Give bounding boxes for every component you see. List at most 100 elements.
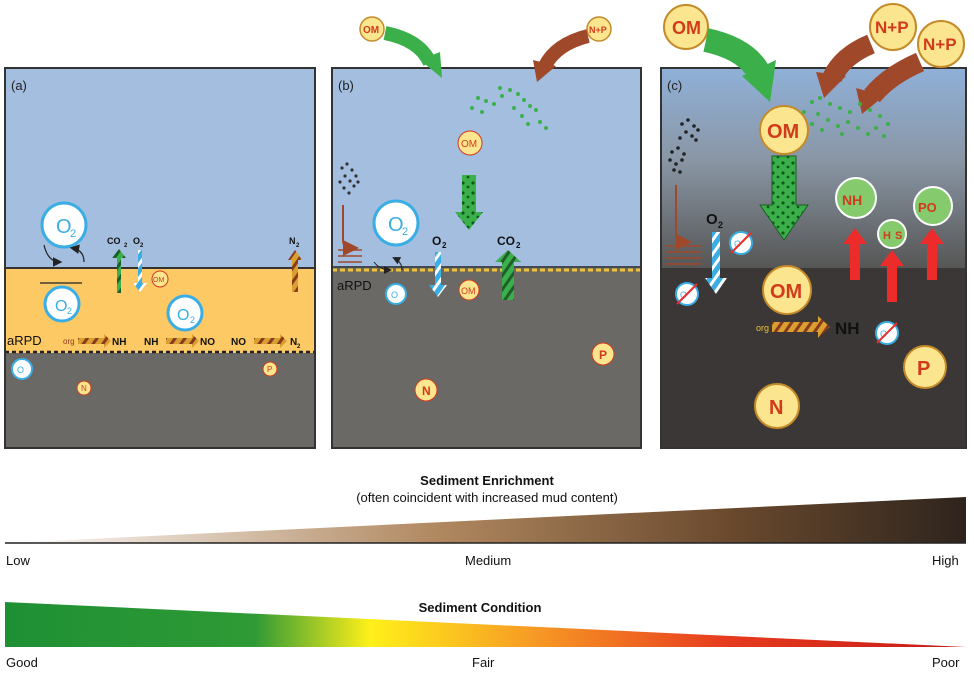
svg-text:O: O	[133, 236, 140, 246]
svg-text:N: N	[290, 337, 297, 348]
condition-good-label: Good	[6, 655, 38, 670]
om-particle: OM	[461, 286, 476, 296]
ammonification-arrow-icon	[78, 334, 111, 348]
deposition-arrow-icon	[675, 185, 692, 250]
particle-cluster	[338, 162, 360, 195]
om-sinking-arrow-icon	[455, 175, 483, 230]
om-flux-arrow-icon	[383, 26, 437, 67]
enrichment-gradient-wedge	[5, 497, 966, 543]
o2-down-arrow-icon	[705, 232, 727, 294]
svg-text:org: org	[63, 337, 75, 346]
o2-flux-label: O	[706, 211, 718, 228]
nh4-release-arrow-icon	[843, 228, 867, 280]
panel-frame	[660, 67, 967, 449]
phosphorus-particle: P	[267, 365, 272, 374]
deposition-arrow-icon	[342, 205, 359, 256]
panel-label: (a)	[11, 78, 27, 93]
svg-text:2: 2	[140, 243, 144, 249]
oxygen-bubble	[43, 285, 81, 323]
co2-flux-label: CO	[497, 234, 515, 248]
phosphate-bubble	[913, 186, 953, 226]
svg-text:NH: NH	[112, 337, 126, 348]
oxygen-bubble	[166, 294, 204, 332]
arpd-label: aRPD	[7, 333, 42, 348]
svg-text:NO: NO	[231, 337, 246, 348]
svg-text:2: 2	[190, 315, 195, 325]
o2-down-arrow-icon	[133, 250, 147, 292]
svg-text:2: 2	[70, 228, 76, 240]
svg-text:2: 2	[296, 243, 300, 249]
np-input: N+P	[923, 35, 957, 54]
ammonium-bubble	[835, 177, 877, 219]
o2-flux-label: O	[432, 234, 441, 248]
nitrogen-particle: N	[769, 397, 783, 419]
oxygen-depleted: O	[734, 239, 741, 249]
np-input: N+P	[875, 18, 909, 37]
nitrogen-particle: N	[81, 384, 87, 393]
enrichment-subtitle: (often coincident with increased mud con…	[356, 490, 618, 505]
panel-label: (b)	[338, 78, 354, 93]
panel-frame	[331, 67, 642, 449]
panel-b: (b) OM N+P OM	[331, 16, 642, 449]
condition-poor-label: Poor	[932, 655, 960, 670]
panel-a: (a) O 2 O 2 O 2 CO 2 O 2 OM N 2 aRPD org…	[4, 67, 316, 449]
o2-down-arrow-icon	[429, 252, 447, 297]
svg-text:2: 2	[402, 226, 408, 238]
om-particle: OM	[770, 281, 802, 303]
om-particle: OM	[153, 277, 164, 284]
condition-gradient-wedge	[5, 602, 966, 647]
oxygen-label: O	[56, 216, 72, 238]
anoxic-sediment	[332, 268, 641, 448]
oxygen-bubble	[40, 201, 88, 249]
svg-text:2: 2	[442, 241, 447, 250]
enrichment-medium-label: Medium	[465, 553, 512, 568]
svg-text:2: 2	[516, 241, 521, 250]
svg-text:O: O	[177, 307, 189, 324]
svg-text:org: org	[756, 323, 769, 333]
arpd-label: aRPD	[337, 278, 372, 293]
oxygen-depleted: O	[680, 290, 687, 300]
om-input: OM	[672, 18, 701, 38]
algae-dots	[802, 96, 890, 138]
nitrification-arrow-icon	[166, 334, 199, 348]
po4-release-arrow-icon	[920, 228, 944, 280]
h2s-release-arrow-icon	[880, 250, 904, 302]
panel-label: (c)	[667, 78, 682, 93]
n2-up-arrow-icon	[288, 250, 302, 292]
enrichment-title: Sediment Enrichment	[420, 473, 554, 488]
svg-text:NH: NH	[144, 337, 158, 348]
svg-text:2: 2	[718, 220, 723, 230]
water-column	[661, 68, 966, 268]
hydrogen-sulfide-bubble	[877, 219, 907, 249]
np-flux-arrow-icon	[864, 52, 925, 103]
n2-label: N	[289, 236, 296, 246]
svg-text:NH: NH	[842, 192, 862, 208]
algae-dots	[470, 86, 548, 130]
svg-text:2: 2	[67, 306, 72, 316]
om-input: OM	[363, 25, 379, 36]
denitrification-arrow-icon	[254, 334, 287, 348]
enrichment-high-label: High	[932, 553, 959, 568]
oxygen-depleted: O	[880, 329, 887, 339]
om-particle: OM	[767, 121, 799, 143]
condition-fair-label: Fair	[472, 655, 495, 670]
condition-title: Sediment Condition	[418, 600, 542, 615]
svg-text:2: 2	[297, 344, 301, 350]
co2-label: CO	[107, 236, 121, 246]
particle-cluster	[668, 118, 700, 174]
panel-c: (c) OM N+P N+P OM	[660, 3, 967, 449]
phosphorus-particle: P	[917, 358, 930, 380]
svg-text:NH: NH	[835, 319, 860, 338]
svg-text:2: 2	[124, 243, 128, 249]
svg-text:NO: NO	[200, 337, 215, 348]
np-flux-arrow-icon	[538, 29, 590, 70]
nitrogen-particle: N	[422, 384, 431, 398]
exchange-arrow-icon	[43, 244, 63, 267]
om-sinking-arrow-icon	[759, 155, 809, 241]
co2-up-arrow-icon	[495, 250, 521, 300]
oxygen-particle: O	[17, 365, 24, 375]
oxygen-bubble	[372, 199, 420, 247]
svg-text:S: S	[895, 230, 902, 242]
co2-up-arrow-icon	[112, 249, 126, 293]
